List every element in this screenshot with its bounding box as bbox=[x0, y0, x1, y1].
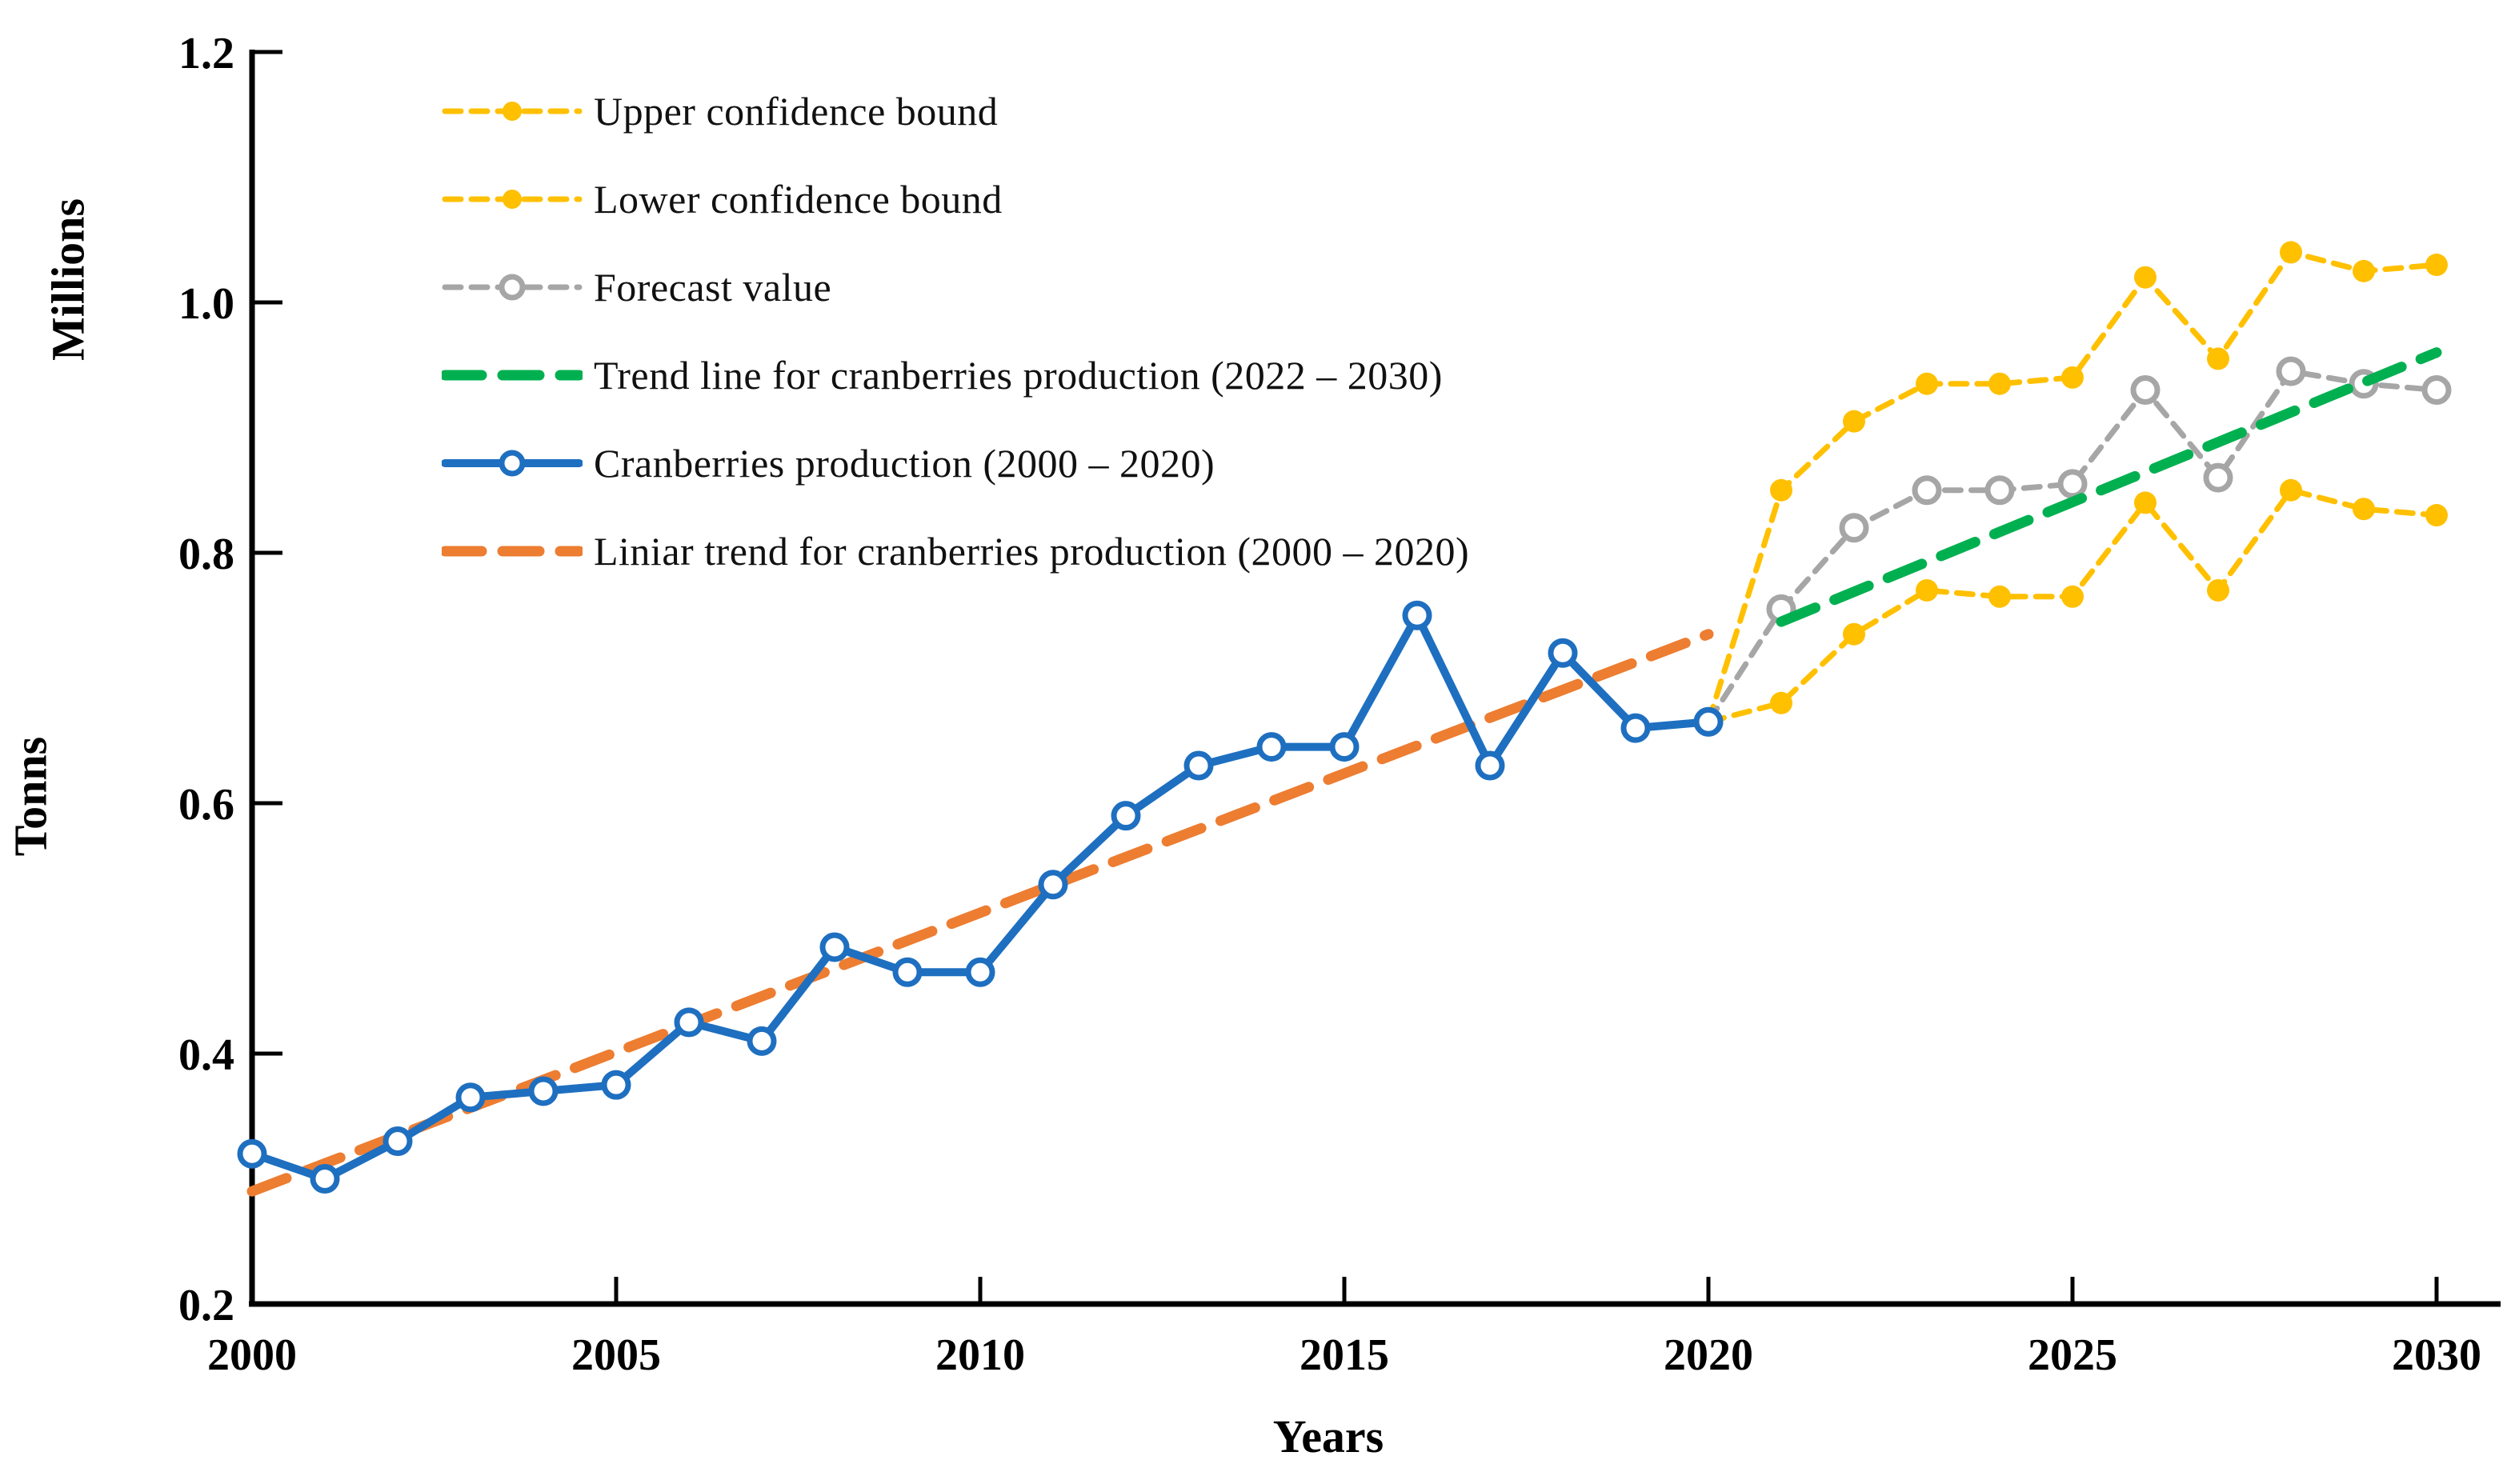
y-tick-label: 0.6 bbox=[178, 780, 234, 830]
y-tick-label: 0.4 bbox=[178, 1030, 234, 1080]
legend-label: Liniar trend for cranberries production … bbox=[594, 529, 1470, 574]
data-point bbox=[601, 1070, 631, 1100]
data-point bbox=[892, 957, 923, 987]
data-point bbox=[310, 1164, 340, 1194]
data-point bbox=[2134, 266, 2157, 289]
legend-marker-icon bbox=[442, 274, 583, 301]
x-axis-title: Years bbox=[1272, 1410, 1384, 1462]
legend-marker-icon bbox=[442, 450, 583, 477]
legend-item-0: Upper confidence bound bbox=[442, 67, 1469, 155]
legend-item-5: Liniar trend for cranberries production … bbox=[442, 507, 1469, 595]
data-point bbox=[2280, 478, 2302, 502]
data-point bbox=[1183, 750, 1214, 781]
data-point bbox=[1988, 372, 2011, 395]
data-point bbox=[2207, 347, 2229, 370]
data-point bbox=[237, 1138, 267, 1169]
data-point bbox=[2425, 254, 2448, 277]
data-point bbox=[2061, 585, 2084, 608]
data-point bbox=[2057, 469, 2088, 499]
data-point bbox=[1256, 732, 1287, 762]
data-point bbox=[1916, 578, 1938, 602]
data-point bbox=[819, 932, 850, 962]
data-point bbox=[2353, 259, 2375, 282]
x-tick-label: 2000 bbox=[207, 1330, 297, 1380]
legend-label: Lower confidence bound bbox=[594, 177, 1003, 222]
legend: Upper confidence bound Lower confidence b… bbox=[442, 67, 1469, 595]
data-point bbox=[2353, 498, 2375, 521]
y-axis-unit-label: Millions bbox=[42, 198, 94, 362]
legend-label: Trend line for cranberries production (2… bbox=[594, 353, 1443, 398]
data-point bbox=[2134, 491, 2157, 514]
data-point bbox=[674, 1007, 704, 1038]
data-point bbox=[1912, 475, 1942, 506]
legend-label: Upper confidence bound bbox=[594, 89, 999, 134]
series-3 bbox=[1776, 347, 2442, 627]
legend-item-2: Forecast value bbox=[442, 243, 1469, 331]
data-point bbox=[1038, 870, 1068, 900]
y-tick-label: 0.8 bbox=[178, 530, 234, 579]
data-point bbox=[1988, 585, 2011, 608]
data-point bbox=[2425, 504, 2448, 527]
data-point bbox=[455, 1082, 486, 1113]
data-point bbox=[1770, 691, 1792, 714]
data-point bbox=[2203, 462, 2233, 493]
data-point bbox=[1329, 732, 1360, 762]
data-point bbox=[1770, 478, 1792, 502]
data-point bbox=[1475, 750, 1505, 781]
data-point bbox=[1620, 713, 1651, 743]
data-point bbox=[1402, 600, 1432, 630]
legend-marker-icon bbox=[442, 190, 583, 209]
legend-marker-icon bbox=[442, 102, 583, 121]
data-point bbox=[2130, 375, 2161, 406]
data-point bbox=[965, 957, 995, 987]
data-point bbox=[747, 1026, 777, 1056]
data-point bbox=[1548, 638, 1578, 668]
y-tick-label: 1.0 bbox=[178, 279, 234, 329]
legend-item-1: Lower confidence bound bbox=[442, 155, 1469, 243]
data-point bbox=[1693, 706, 1724, 737]
y-tick-label: 1.2 bbox=[178, 29, 234, 78]
legend-item-3: Trend line for cranberries production (2… bbox=[442, 331, 1469, 419]
data-point bbox=[2421, 375, 2452, 406]
legend-item-4: Cranberries production (2000 – 2020) bbox=[442, 419, 1469, 507]
series-1 bbox=[1697, 478, 2448, 734]
x-tick-label: 2030 bbox=[2392, 1330, 2481, 1380]
x-tick-label: 2010 bbox=[935, 1330, 1025, 1380]
data-point bbox=[1111, 801, 1141, 831]
data-point bbox=[528, 1076, 559, 1106]
data-point bbox=[2207, 578, 2229, 602]
data-point bbox=[1839, 513, 1869, 543]
x-tick-label: 2005 bbox=[571, 1330, 661, 1380]
data-point bbox=[382, 1126, 413, 1157]
x-tick-label: 2015 bbox=[1300, 1330, 1389, 1380]
series-4 bbox=[237, 600, 1724, 1194]
y-tick-label: 0.2 bbox=[178, 1281, 234, 1330]
data-point bbox=[1843, 410, 1865, 433]
legend-label: Cranberries production (2000 – 2020) bbox=[594, 441, 1215, 486]
legend-marker-icon bbox=[442, 370, 583, 381]
legend-label: Forecast value bbox=[594, 265, 832, 310]
data-point bbox=[1916, 372, 1938, 395]
x-tick-label: 2020 bbox=[1664, 1330, 1753, 1380]
series-0 bbox=[1697, 241, 2448, 734]
y-axis-title: Tonns bbox=[4, 736, 57, 857]
data-point bbox=[2276, 356, 2306, 386]
data-point bbox=[2061, 366, 2084, 389]
legend-marker-icon bbox=[442, 546, 583, 557]
data-point bbox=[1984, 475, 2015, 506]
data-point bbox=[1843, 622, 1865, 646]
data-point bbox=[2280, 241, 2302, 264]
x-tick-label: 2025 bbox=[2028, 1330, 2117, 1380]
